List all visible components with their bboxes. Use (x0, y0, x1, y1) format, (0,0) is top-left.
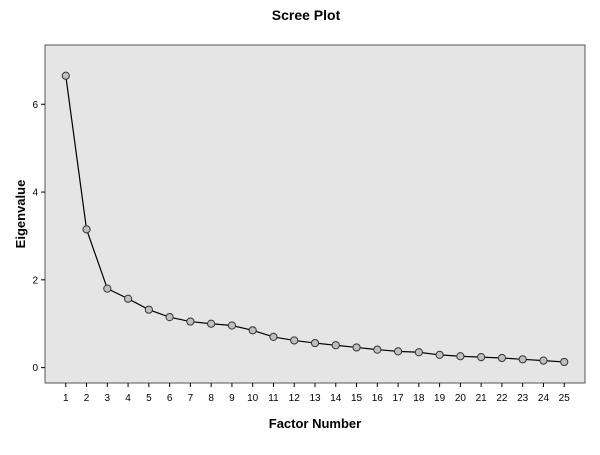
x-tick-label: 15 (351, 393, 363, 404)
x-tick-label: 3 (105, 393, 111, 404)
x-tick-label: 19 (434, 393, 446, 404)
data-point (435, 350, 444, 360)
data-point (352, 343, 361, 352)
x-tick-label: 1 (63, 393, 69, 404)
y-tick-label: 2 (32, 275, 38, 286)
y-tick-label: 6 (32, 100, 38, 111)
data-point (518, 355, 527, 364)
x-tick-label: 2 (84, 393, 90, 404)
plot-area (44, 44, 586, 384)
chart-title: Scree Plot (272, 7, 341, 23)
data-point (310, 338, 320, 348)
data-point (456, 352, 465, 361)
x-tick-label: 11 (268, 393, 279, 404)
x-tick-label: 18 (413, 393, 425, 404)
data-point (414, 348, 423, 357)
data-point (186, 317, 195, 326)
data-point (497, 353, 507, 363)
data-point (82, 225, 91, 234)
data-point (61, 71, 70, 80)
x-axis: 1 2 3 4 5 6 7 8 9 10 11 12 13 14 15 16 17 18 19 20 21 22 23 24 2… (63, 383, 570, 404)
data-point (103, 284, 112, 293)
data-point (539, 356, 548, 365)
data-point (290, 336, 299, 345)
data-point (207, 319, 216, 328)
data-point (560, 357, 569, 367)
x-tick-label: 24 (538, 393, 550, 404)
x-tick-label: 23 (517, 393, 529, 404)
data-point (331, 341, 340, 350)
data-point (165, 313, 174, 322)
data-point (373, 345, 382, 354)
data-point (123, 294, 133, 303)
x-tick-label: 10 (247, 393, 259, 404)
y-axis-label: Eigenvalue (13, 180, 28, 249)
data-point (393, 347, 403, 356)
y-axis: 0 2 4 6 (32, 100, 45, 374)
data-point (269, 332, 278, 342)
x-tick-label: 8 (208, 393, 214, 404)
x-tick-label: 25 (559, 393, 571, 404)
x-tick-label: 16 (372, 393, 384, 404)
x-tick-label: 17 (393, 393, 405, 404)
eigenvalue-points (61, 71, 569, 367)
x-axis-label: Factor Number (269, 416, 361, 431)
x-tick-label: 7 (188, 393, 194, 404)
data-point (248, 326, 257, 335)
data-point (477, 353, 486, 362)
x-tick-label: 22 (496, 393, 508, 404)
x-tick-label: 14 (330, 393, 342, 404)
x-tick-label: 4 (125, 393, 131, 404)
x-tick-label: 21 (476, 393, 488, 404)
x-tick-label: 6 (167, 393, 173, 404)
data-point (227, 321, 237, 330)
data-point (144, 305, 153, 314)
y-tick-label: 0 (32, 363, 38, 374)
x-tick-label: 12 (289, 393, 301, 404)
y-tick-label: 4 (32, 188, 38, 199)
x-tick-label: 13 (309, 393, 321, 404)
x-tick-label: 5 (146, 393, 152, 404)
x-tick-label: 9 (229, 393, 235, 404)
x-tick-label: 20 (455, 393, 467, 404)
